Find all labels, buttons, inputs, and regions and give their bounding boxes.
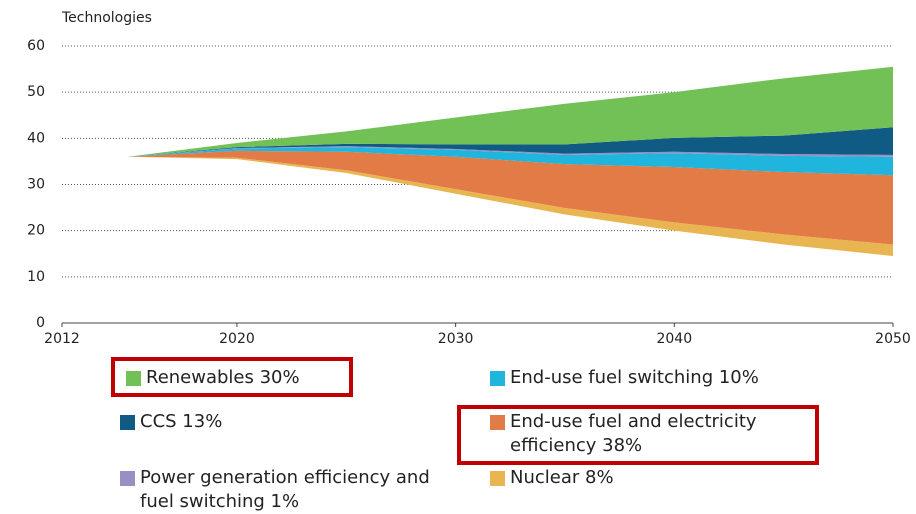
y-tick-label: 30 — [27, 177, 45, 193]
legend-label: End-use fuel and electricity efficiency … — [510, 411, 757, 456]
legend-swatch — [120, 415, 135, 430]
legend-item: CCS 13% — [120, 410, 320, 434]
legend-swatch — [126, 371, 141, 386]
y-tick-label: 20 — [27, 223, 45, 239]
x-tick-label: 2012 — [44, 331, 80, 347]
y-tick-label: 60 — [27, 38, 45, 54]
area — [62, 156, 893, 257]
area — [62, 150, 893, 245]
highlight-box — [457, 405, 819, 465]
legend-item: End-use fuel and electricity efficiency … — [490, 410, 800, 458]
legend-swatch — [490, 371, 505, 386]
legend-swatch — [490, 415, 505, 430]
x-tick-label: 2030 — [438, 331, 474, 347]
axis-label: Technologies — [61, 10, 152, 26]
y-tick-label: 10 — [27, 269, 45, 285]
area — [62, 66, 893, 164]
legend-item: Nuclear 8% — [490, 466, 790, 490]
legend-label: Power generation efficiency and fuel swi… — [140, 467, 430, 512]
legend-swatch — [490, 471, 505, 486]
x-tick-label: 2020 — [219, 331, 255, 347]
y-tick-label: 40 — [27, 130, 45, 146]
legend-item: Power generation efficiency and fuel swi… — [120, 466, 450, 514]
legend-swatch — [120, 471, 135, 486]
area — [62, 127, 893, 164]
x-tick-label: 2050 — [875, 331, 911, 347]
x-tick-label: 2040 — [656, 331, 692, 347]
legend-item: End-use fuel switching 10% — [490, 366, 820, 390]
legend-item: Renewables 30% — [126, 366, 346, 390]
area — [62, 147, 893, 176]
y-tick-label: 0 — [36, 315, 45, 331]
legend-label: End-use fuel switching 10% — [510, 367, 759, 388]
legend-label: CCS 13% — [140, 411, 223, 432]
legend-label: Renewables 30% — [146, 367, 300, 388]
y-tick-label: 50 — [27, 84, 45, 100]
highlight-box — [111, 357, 353, 397]
legend-label: Nuclear 8% — [510, 467, 614, 488]
